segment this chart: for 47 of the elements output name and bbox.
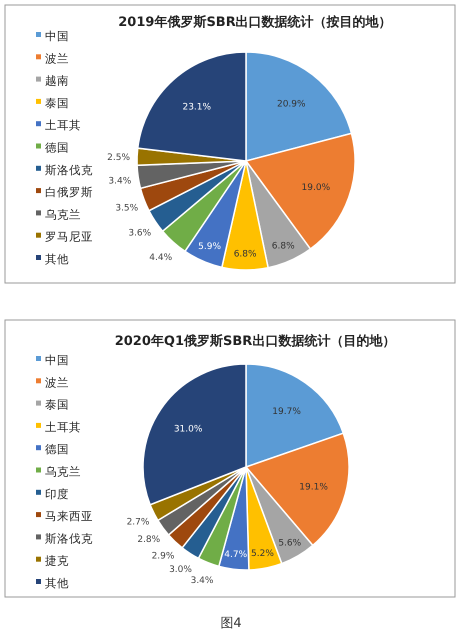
data-label: 3.0% [169,565,192,576]
legend-label: 其他 [45,252,69,266]
legend-label: 波兰 [45,375,69,390]
legend-label: 土耳其 [45,118,81,132]
legend-label: 马来西亚 [45,509,93,524]
data-label: 3.4% [108,176,132,187]
caption: 图4 [220,616,242,631]
legend-label: 斯洛伐克 [45,162,93,177]
data-label: 2.9% [152,551,175,562]
data-label: 5.6% [278,538,302,549]
legend-label: 泰国 [45,96,69,110]
data-label: 2.5% [107,152,130,163]
legend-label: 罗马尼亚 [45,230,93,244]
legend-label: 中国 [45,29,69,43]
data-label: 31.0% [174,424,203,435]
data-label: 20.9% [276,99,306,110]
legend-label: 中国 [45,353,69,367]
data-label: 4.7% [224,550,248,560]
data-label: 2.8% [137,535,161,546]
chart-title: 2020年Q1俄罗斯SBR出口数据统计（目的地） [114,333,396,349]
data-label: 3.4% [190,576,214,586]
legend-label: 其他 [45,576,69,590]
data-label: 3.6% [128,228,152,239]
data-label: 5.9% [198,242,222,252]
data-label: 6.8% [234,250,258,260]
data-label: 5.2% [251,548,274,559]
legend-label: 白俄罗斯 [45,185,93,200]
data-label: 19.0% [302,182,331,193]
legend-label: 捷克 [45,554,69,568]
legend-label: 越南 [45,74,69,88]
legend-label: 乌克兰 [45,464,81,478]
data-label: 3.5% [115,203,139,214]
chart-title: 2019年俄罗斯SBR出口数据统计（按目的地） [118,14,392,30]
legend-label: 泰国 [45,398,69,412]
legend-label: 波兰 [45,51,69,66]
data-label: 23.1% [182,102,212,113]
legend-label: 土耳其 [45,420,81,434]
data-label: 6.8% [272,242,296,252]
legend-label: 斯洛伐克 [45,531,93,546]
legend-label: 德国 [45,140,69,154]
data-label: 19.7% [272,406,302,417]
legend-label: 乌克兰 [45,207,81,222]
legend-label: 印度 [45,486,69,501]
data-label: 4.4% [149,252,173,263]
legend-label: 德国 [45,442,69,456]
data-label: 19.1% [299,482,328,492]
data-label: 2.7% [126,517,150,528]
